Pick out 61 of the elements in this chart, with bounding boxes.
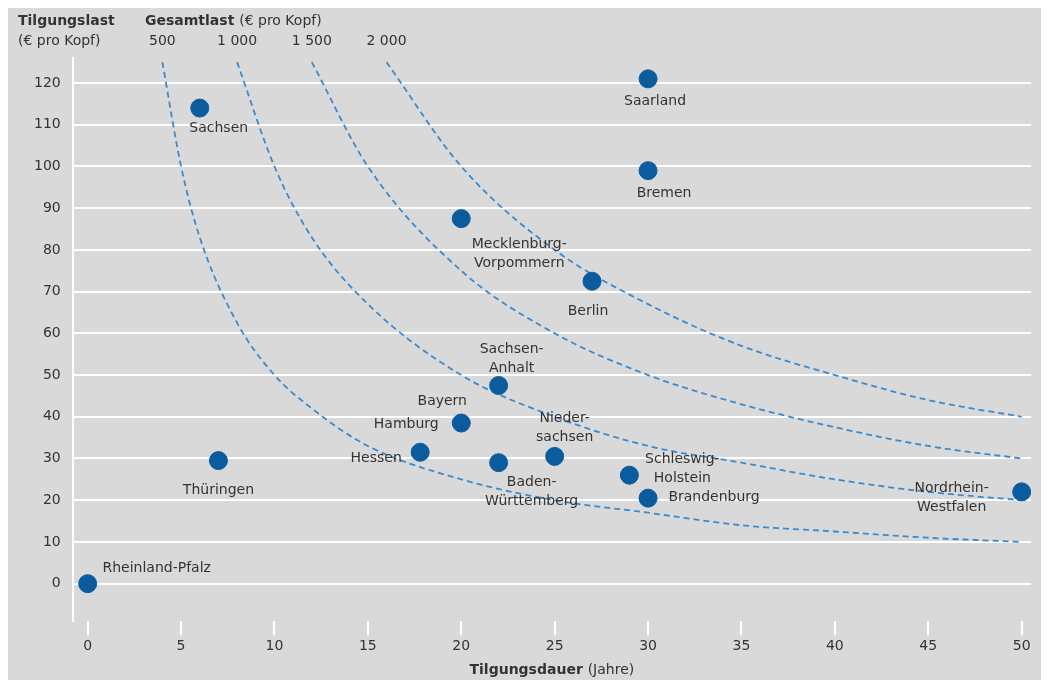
point <box>638 69 658 89</box>
y-tick-label: 40 <box>42 407 61 424</box>
point <box>190 98 210 118</box>
annotation: Nordrhein- Westfalen <box>914 478 989 514</box>
y-tick-label: 70 <box>42 282 61 299</box>
x-tick-label: 35 <box>732 637 751 654</box>
point <box>489 375 509 395</box>
annotation: Sachsen- Anhalt <box>479 340 544 376</box>
point <box>78 574 98 594</box>
point <box>489 453 509 473</box>
y-tick-label: 80 <box>42 240 61 257</box>
y-axis-title: Tilgungslast (€ pro Kopf) <box>18 12 116 48</box>
x-tick-label: 10 <box>265 637 284 654</box>
y-tick-label: 120 <box>33 73 61 90</box>
y-tick-label: 50 <box>42 365 61 382</box>
y-tick-label: 0 <box>51 574 61 591</box>
y-tick-label: 30 <box>42 449 61 466</box>
y-tick-label: 20 <box>42 490 61 507</box>
series-label: 500 <box>149 32 176 48</box>
x-tick-label: 5 <box>176 637 186 654</box>
annotation: Bayern <box>417 392 467 409</box>
x-tick-label: 45 <box>919 637 938 654</box>
annotation: Nieder- sachsen <box>536 409 594 445</box>
annotation: Brandenburg <box>668 488 760 505</box>
point <box>638 488 658 508</box>
annotation: Thüringen <box>181 480 255 497</box>
annotation: Schleswig- Holstein <box>645 450 720 486</box>
y-tick-label: 90 <box>42 198 61 215</box>
annotation: Bremen <box>636 183 692 200</box>
annotation: Rheinland-Pfalz <box>102 558 211 575</box>
x-tick-label: 15 <box>358 637 377 654</box>
x-tick-label: 30 <box>639 637 657 654</box>
point <box>619 465 639 485</box>
annotation: Saarland <box>624 91 687 108</box>
annotation: Sachsen <box>189 119 249 136</box>
legend-title: Gesamtlast (€ pro Kopf) <box>145 12 322 28</box>
point <box>451 413 471 433</box>
annotation: Hessen <box>350 449 402 466</box>
x-axis-title: Tilgungsdauer (Jahre) <box>469 661 635 677</box>
point <box>638 161 658 181</box>
point <box>1012 482 1031 502</box>
x-tick-label: 40 <box>825 637 844 654</box>
y-tick-label: 110 <box>33 115 61 132</box>
point <box>545 446 565 466</box>
x-tick-label: 50 <box>1012 637 1031 654</box>
point <box>208 451 228 471</box>
point <box>451 209 471 229</box>
annotation: Hamburg <box>373 415 439 432</box>
series-label: 1 000 <box>217 32 258 48</box>
annotation: Mecklenburg- Vorpommern <box>471 234 567 270</box>
y-tick-label: 10 <box>42 532 61 549</box>
point <box>582 271 602 291</box>
y-tick-label: 60 <box>42 323 61 340</box>
series-label: 1 500 <box>291 32 332 48</box>
x-tick-label: 25 <box>545 637 564 654</box>
annotation: Berlin <box>567 302 609 319</box>
x-tick-label: 0 <box>83 637 93 654</box>
x-tick-label: 20 <box>452 637 471 654</box>
series-label: 2 000 <box>366 32 407 48</box>
y-tick-label: 100 <box>33 157 61 174</box>
point <box>410 442 430 462</box>
